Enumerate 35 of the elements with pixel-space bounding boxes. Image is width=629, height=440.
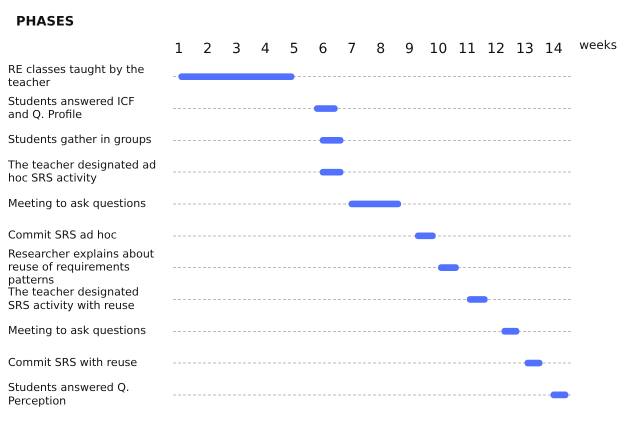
y-tick-label: Meeting to ask questions [8, 196, 146, 210]
y-tick-label: Researcher explains about reuse of requirements patterns [8, 247, 155, 287]
x-tick-label: 13 [516, 41, 534, 58]
x-tick-label: 9 [405, 41, 414, 58]
x-tick-label: 7 [347, 41, 356, 58]
bar [320, 137, 344, 144]
bar [466, 296, 488, 303]
y-tick-label: Commit SRS ad hoc [8, 228, 117, 242]
y-tick-label: Meeting to ask questions [8, 324, 146, 338]
y-tick-label: RE classes taught by the teacher [8, 62, 144, 90]
bar [438, 264, 459, 271]
x-tick-label: 12 [487, 41, 505, 58]
x-tick-label: 14 [544, 41, 563, 58]
x-tick-label: 3 [232, 41, 241, 58]
bar [314, 105, 338, 112]
x-tick-label: 8 [376, 41, 386, 58]
x-tick-label: 1 [174, 41, 184, 58]
x-tick-label: 4 [260, 41, 270, 58]
x-axis-title: weeks [579, 38, 617, 52]
y-tick-label: Students answered ICF and Q. Profile [8, 94, 135, 121]
y-tick-label: Commit SRS with reuse [8, 356, 138, 369]
y-tick-label: The teacher designated SRS activity with reuse [7, 286, 139, 312]
y-tick-label: The teacher designated ad hoc SRS activity [7, 158, 156, 185]
bar [414, 232, 436, 240]
bar [320, 168, 344, 176]
x-tick-label: 11 [458, 41, 476, 58]
y-tick-label: Students gather in groups [8, 133, 152, 146]
x-tick-label: 10 [429, 41, 448, 58]
y-tick-label: Students answered Q. Perception [8, 381, 130, 408]
y-axis-title: PHASES [16, 14, 74, 30]
bar [348, 200, 402, 208]
x-tick-label: 2 [203, 41, 212, 58]
bar [178, 73, 294, 80]
x-tick-label: 6 [318, 41, 328, 58]
x-tick-label: 5 [290, 41, 299, 58]
